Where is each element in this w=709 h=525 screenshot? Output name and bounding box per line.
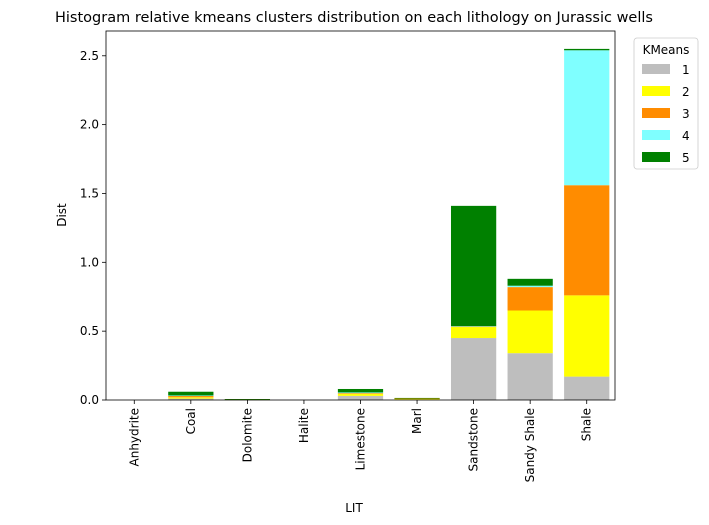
legend-swatch-3 xyxy=(642,108,670,118)
bar-dolomite-cluster-5 xyxy=(224,399,271,400)
bar-sandstone-cluster-2 xyxy=(450,327,497,339)
bar-shale-cluster-3 xyxy=(564,185,610,296)
bar-coal-cluster-1 xyxy=(168,398,214,400)
chart-title: Histogram relative kmeans clusters distr… xyxy=(55,10,653,26)
y-tick-label: 1.0 xyxy=(80,255,99,269)
x-tick-label: Limestone xyxy=(354,408,368,470)
legend-label-5: 5 xyxy=(682,151,690,165)
bar-marl-cluster-5 xyxy=(394,397,440,399)
y-axis-label: Dist xyxy=(55,203,69,227)
x-tick-label: Halite xyxy=(297,408,311,443)
bar-coal-cluster-2 xyxy=(168,397,214,399)
bar-sandstone-cluster-1 xyxy=(450,338,497,400)
bar-sandy-shale-cluster-5 xyxy=(507,278,553,286)
x-tick-label: Shale xyxy=(580,408,594,441)
bar-coal-cluster-3 xyxy=(168,395,214,398)
legend-swatch-4 xyxy=(642,130,670,140)
x-axis-label: LIT xyxy=(345,501,363,515)
bar-sandstone-cluster-5 xyxy=(450,205,497,327)
x-tick-label: Coal xyxy=(184,408,198,434)
bar-limestone-cluster-5 xyxy=(337,388,384,393)
legend: KMeans 1 2 3 4 5 xyxy=(633,37,699,170)
bar-marl-cluster-3 xyxy=(394,398,440,399)
bar-shale-cluster-2 xyxy=(564,295,610,377)
bar-limestone-cluster-1 xyxy=(337,395,384,400)
bars-layer xyxy=(168,48,610,401)
legend-swatch-2 xyxy=(642,86,670,96)
y-tick-label: 1.5 xyxy=(80,186,99,200)
x-tick-label: Anhydrite xyxy=(127,408,141,467)
x-tick-label: Dolomite xyxy=(240,408,254,462)
legend-label-2: 2 xyxy=(682,85,690,99)
bar-limestone-cluster-3 xyxy=(337,393,384,394)
bar-sandstone-cluster-4 xyxy=(450,326,497,327)
bar-shale-cluster-5 xyxy=(564,48,610,51)
bar-sandy-shale-cluster-1 xyxy=(507,353,553,400)
legend-label-4: 4 xyxy=(682,129,690,143)
x-tick-label: Sandy Shale xyxy=(523,408,537,482)
x-tick-label: Sandstone xyxy=(467,408,481,471)
bar-marl-cluster-2 xyxy=(394,398,440,400)
legend-frame xyxy=(633,37,699,170)
y-tick-label: 0.0 xyxy=(80,393,99,407)
legend-label-3: 3 xyxy=(682,107,690,121)
bar-sandy-shale-cluster-4 xyxy=(507,285,553,288)
legend-swatch-5 xyxy=(642,152,670,162)
x-axis: Anhydrite Coal Dolomite Halite Limestone Marl… xyxy=(127,400,594,482)
bar-coal-cluster-4 xyxy=(168,395,214,397)
bar-coal-cluster-5 xyxy=(168,391,214,396)
legend-label-1: 1 xyxy=(682,63,690,77)
legend-title: KMeans xyxy=(643,43,690,57)
bar-limestone-cluster-2 xyxy=(337,393,384,396)
legend-swatch-1 xyxy=(642,64,670,74)
legend-items: 1 2 3 4 5 xyxy=(642,63,690,165)
bar-shale-cluster-1 xyxy=(564,376,610,400)
y-axis: 0.0 0.5 1.0 1.5 2.0 2.5 xyxy=(80,49,106,407)
bar-sandstone-cluster-3 xyxy=(450,326,497,328)
bar-shale-cluster-4 xyxy=(564,50,610,186)
bar-sandy-shale-cluster-3 xyxy=(507,287,553,311)
x-tick-label: Marl xyxy=(410,408,424,434)
bar-sandy-shale-cluster-2 xyxy=(507,310,553,354)
y-tick-label: 2.5 xyxy=(80,49,99,63)
y-tick-label: 0.5 xyxy=(80,324,99,338)
bar-limestone-cluster-4 xyxy=(337,392,384,394)
y-tick-label: 2.0 xyxy=(80,118,99,132)
